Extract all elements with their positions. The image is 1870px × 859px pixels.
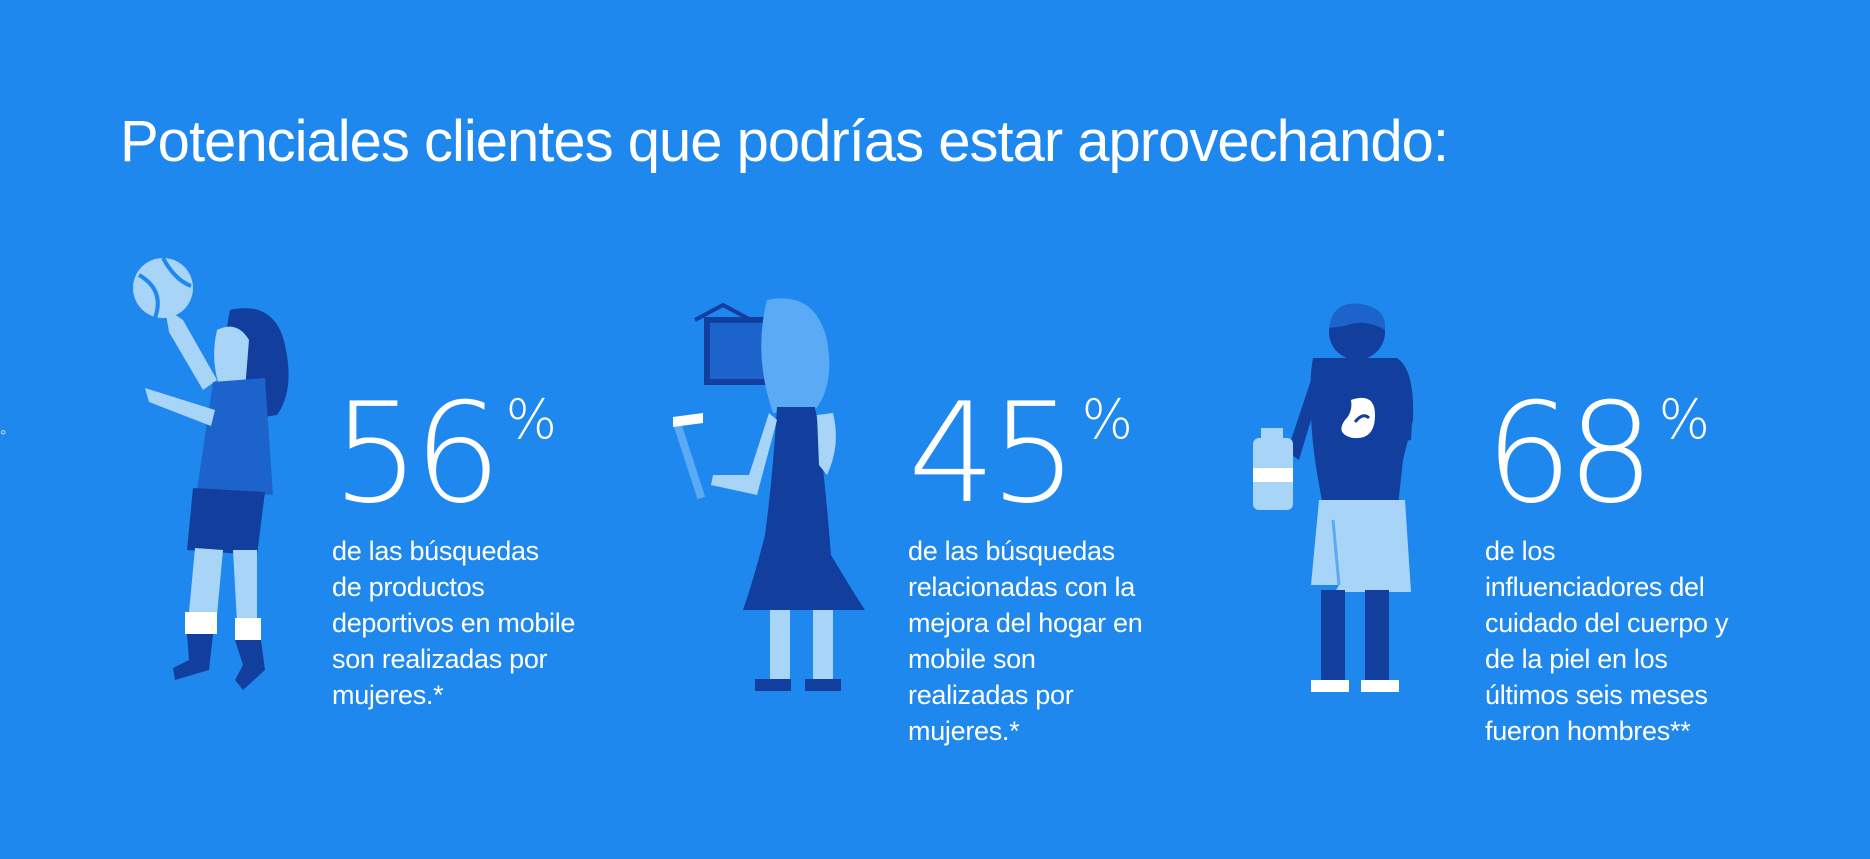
- woman-volleyball-icon: [133, 257, 289, 690]
- page-title: Potenciales clientes que podrías estar a…: [120, 109, 1449, 174]
- desc-line: mejora del hogar en: [908, 608, 1143, 638]
- woman-hammer-frame-icon: [672, 298, 865, 691]
- stat-number: 68: [1485, 373, 1655, 534]
- stat-value-1: 56 %: [332, 385, 622, 523]
- stat-number: 45: [908, 373, 1078, 534]
- percent-sign: %: [1658, 388, 1710, 451]
- stat-number: 56: [332, 373, 502, 534]
- desc-line: relacionadas con la: [908, 572, 1135, 602]
- desc-line: últimos seis meses: [1485, 680, 1708, 710]
- desc-line: fueron hombres**: [1485, 716, 1691, 746]
- man-towel-lotion-icon: [1253, 303, 1414, 692]
- percent-sign: %: [505, 388, 557, 451]
- desc-line: de los: [1485, 536, 1556, 566]
- desc-line: de las búsquedas: [908, 536, 1115, 566]
- edge-mark: °: [0, 428, 7, 445]
- stat-description-2: de las búsquedas relacionadas con la mej…: [908, 533, 1198, 749]
- desc-line: mobile son: [908, 644, 1036, 674]
- desc-line: deportivos en mobile: [332, 608, 576, 638]
- desc-line: mujeres.*: [332, 680, 444, 710]
- desc-line: influenciadores del: [1485, 572, 1705, 602]
- stat-block-1: 56 % de las búsquedas de productos depor…: [332, 385, 622, 713]
- desc-line: de la piel en los: [1485, 644, 1668, 674]
- stat-value-2: 45 %: [908, 385, 1198, 523]
- desc-line: de las búsquedas: [332, 536, 539, 566]
- desc-line: de productos: [332, 572, 485, 602]
- desc-line: son realizadas por: [332, 644, 548, 674]
- stat-block-2: 45 % de las búsquedas relacionadas con l…: [908, 385, 1198, 749]
- stat-description-3: de los influenciadores del cuidado del c…: [1485, 533, 1775, 749]
- stat-value-3: 68 %: [1485, 385, 1775, 523]
- percent-sign: %: [1081, 388, 1133, 451]
- stat-block-3: 68 % de los influenciadores del cuidado …: [1485, 385, 1775, 749]
- desc-line: realizadas por: [908, 680, 1074, 710]
- desc-line: mujeres.*: [908, 716, 1020, 746]
- stat-description-1: de las búsquedas de productos deportivos…: [332, 533, 622, 713]
- desc-line: cuidado del cuerpo y: [1485, 608, 1729, 638]
